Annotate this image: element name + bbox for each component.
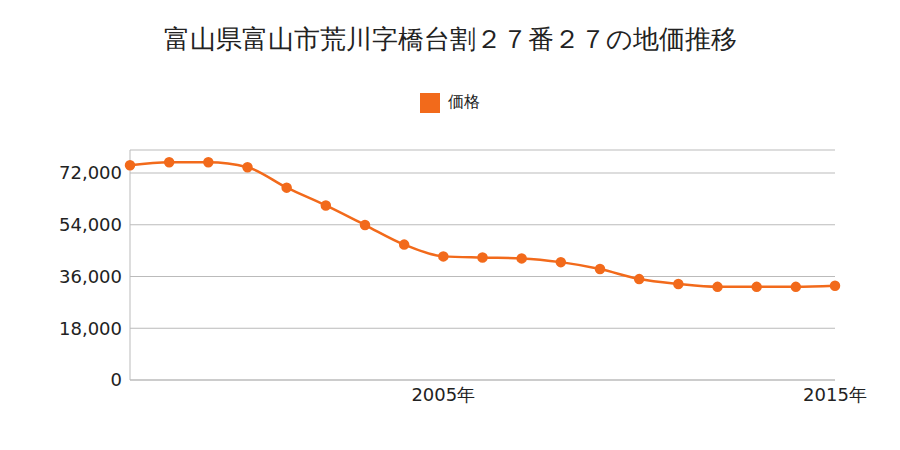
svg-text:18,000: 18,000	[59, 318, 122, 339]
svg-text:36,000: 36,000	[59, 266, 122, 287]
html-text:価格: 価格	[448, 92, 480, 111]
svg-text:2005年: 2005年	[411, 384, 475, 405]
svg-text:2015年: 2015年	[803, 384, 867, 405]
svg-text:0: 0	[111, 369, 122, 390]
svg-text:72,000: 72,000	[59, 162, 122, 183]
svg-text:54,000: 54,000	[59, 214, 122, 235]
html-text:富山県富山市荒川字橋台割２７番２７の地価推移: 富山県富山市荒川字橋台割２７番２７の地価推移	[163, 24, 737, 54]
